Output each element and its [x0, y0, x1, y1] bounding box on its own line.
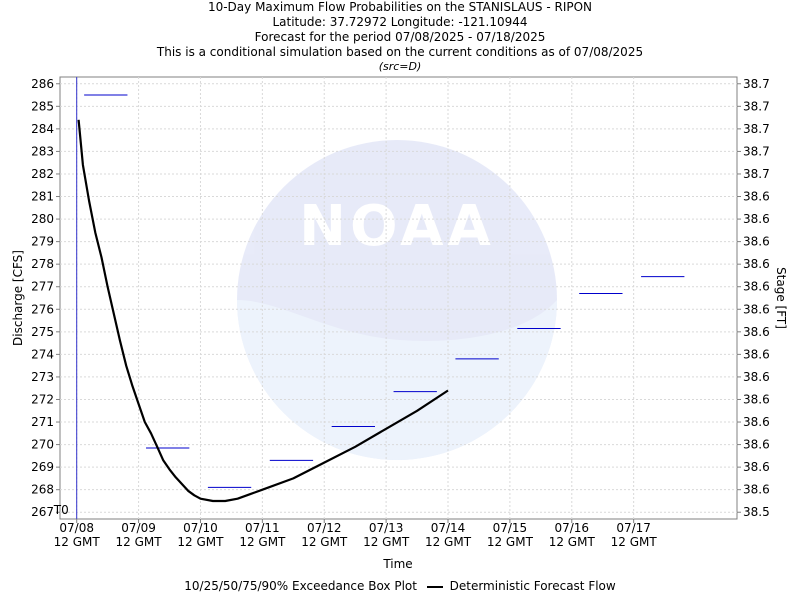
y-tick-label-right: 38.6: [743, 190, 770, 204]
y-tick-label-right: 38.6: [743, 302, 770, 316]
y-tick-label-right: 38.6: [743, 392, 770, 406]
x-tick-label: 07/10 12 GMT: [177, 521, 224, 549]
x-tick-label: 07/17 12 GMT: [611, 521, 658, 549]
chart-title: 10-Day Maximum Flow Probabilities on the…: [207, 0, 593, 14]
noaa-logo-watermark: NOAA: [237, 140, 557, 460]
y-tick-label-right: 38.7: [743, 99, 770, 113]
y-tick-label: 267: [31, 505, 54, 519]
y-tick-label: 274: [31, 347, 54, 361]
legend-forecast-swatch: [426, 585, 443, 588]
y-tick-label-right: 38.6: [743, 280, 770, 294]
y-tick-label-right: 38.6: [743, 257, 770, 271]
y-tick-label-right: 38.6: [743, 415, 770, 429]
y-axis-label-right: Stage [FT]: [774, 267, 788, 329]
y-tick-label-right: 38.7: [743, 122, 770, 136]
y-tick-label: 277: [31, 280, 54, 294]
y-tick-label-right: 38.7: [743, 77, 770, 91]
y-tick-label: 283: [31, 144, 54, 158]
svg-text:NOAA: NOAA: [299, 194, 495, 259]
y-tick-label: 276: [31, 302, 54, 316]
y-tick-label: 281: [31, 190, 54, 204]
y-tick-label: 272: [31, 392, 54, 406]
y-tick-label: 282: [31, 167, 54, 181]
chart-subtitle-location: Latitude: 37.72972 Longitude: -121.10944: [272, 15, 528, 29]
y-tick-label-right: 38.6: [743, 325, 770, 339]
y-tick-label: 271: [31, 415, 54, 429]
legend-box-plot-label: 10/25/50/75/90% Exceedance Box Plot: [184, 579, 417, 593]
forecast-flow-line: [77, 119, 449, 503]
y-tick-label: 270: [31, 438, 54, 452]
chart-title-block: 10-Day Maximum Flow Probabilities on the…: [0, 0, 800, 74]
x-tick-label: 07/15 12 GMT: [487, 521, 534, 549]
chart-legend: 10/25/50/75/90% Exceedance Box Plot Dete…: [0, 579, 800, 593]
t0-label: T0: [53, 503, 69, 517]
y-axis-label: Discharge [CFS]: [11, 250, 25, 346]
chart-source-note: (src=D): [378, 60, 422, 73]
y-tick-label: 268: [31, 483, 54, 497]
y-tick-label-right: 38.6: [743, 438, 770, 452]
x-tick-label: 07/08 12 GMT: [54, 521, 101, 549]
chart-subtitle-conditions: This is a conditional simulation based o…: [156, 45, 644, 59]
chart-subtitle-period: Forecast for the period 07/08/2025 - 07/…: [254, 30, 546, 44]
x-tick-label: 07/13 12 GMT: [363, 521, 410, 549]
y-tick-label: 278: [31, 257, 54, 271]
y-tick-label: 273: [31, 370, 54, 384]
y-tick-label-right: 38.5: [743, 505, 770, 519]
x-tick-label: 07/09 12 GMT: [116, 521, 163, 549]
y-tick-label-right: 38.7: [743, 144, 770, 158]
y-tick-label: 279: [31, 235, 54, 249]
y-tick-label: 280: [31, 212, 54, 226]
y-tick-label-right: 38.6: [743, 347, 770, 361]
y-tick-label: 286: [31, 77, 54, 91]
y-tick-label: 275: [31, 325, 54, 339]
plot-area-border: [59, 76, 738, 520]
y-tick-label: 285: [31, 99, 54, 113]
x-axis-label: Time: [382, 557, 412, 571]
x-tick-label: 07/11 12 GMT: [239, 521, 286, 549]
y-tick-label-right: 38.6: [743, 370, 770, 384]
legend-forecast-label: Deterministic Forecast Flow: [449, 579, 616, 593]
y-tick-label: 269: [31, 460, 54, 474]
y-tick-label-right: 38.7: [743, 167, 770, 181]
x-tick-label: 07/12 12 GMT: [301, 521, 348, 549]
x-tick-label: 07/16 12 GMT: [549, 521, 596, 549]
y-tick-label: 284: [31, 122, 54, 136]
x-tick-label: 07/14 12 GMT: [425, 521, 472, 549]
y-tick-label-right: 38.6: [743, 212, 770, 226]
y-tick-label-right: 38.6: [743, 460, 770, 474]
y-tick-label-right: 38.6: [743, 483, 770, 497]
y-tick-label-right: 38.6: [743, 235, 770, 249]
